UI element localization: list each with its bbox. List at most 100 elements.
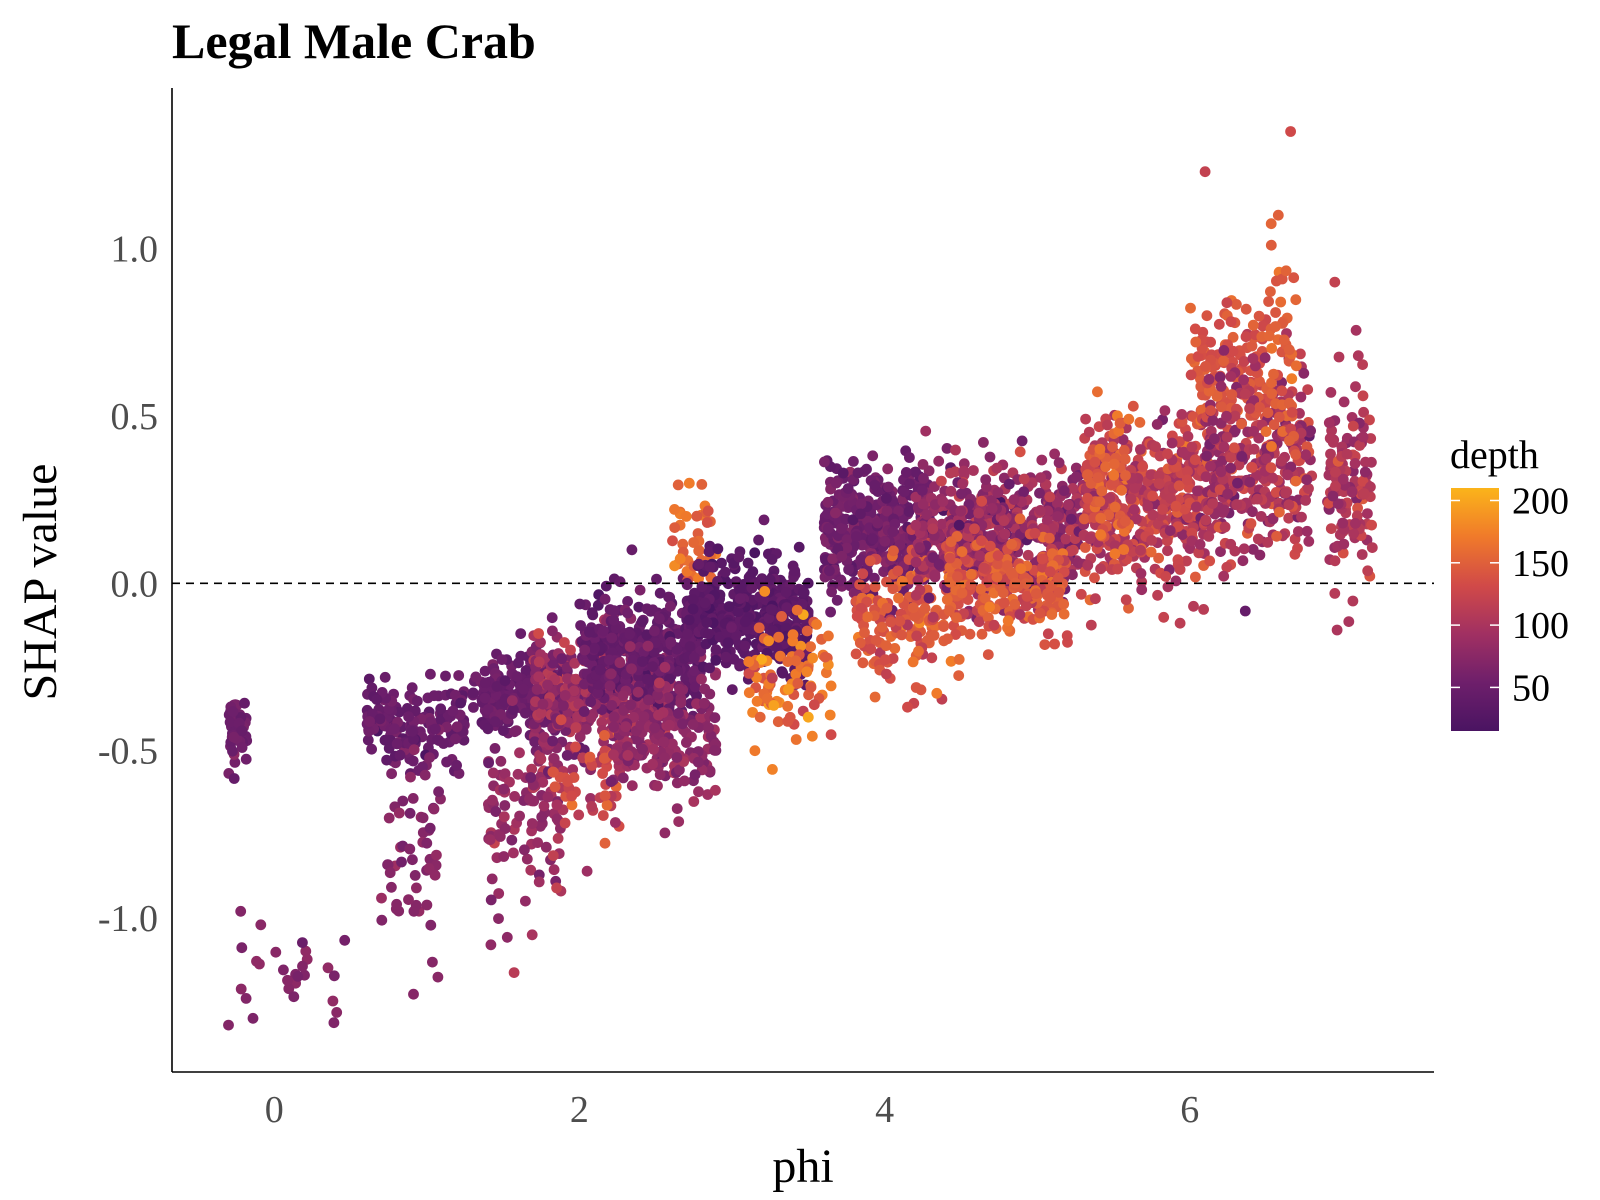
data-point <box>1162 545 1173 557</box>
data-point <box>556 653 568 665</box>
data-point <box>823 523 834 534</box>
data-point <box>1221 410 1232 422</box>
data-point <box>1253 310 1265 322</box>
data-point <box>910 682 922 693</box>
data-point <box>1044 491 1056 503</box>
data-point <box>533 628 544 639</box>
data-point <box>494 831 506 842</box>
data-point <box>1052 511 1064 522</box>
legend-tick-label: 100 <box>1512 605 1569 647</box>
data-point <box>417 761 428 773</box>
data-point <box>892 565 904 577</box>
data-point <box>649 722 661 734</box>
data-point <box>1303 536 1315 547</box>
data-point <box>1174 564 1186 575</box>
data-point <box>573 809 585 821</box>
data-point <box>671 803 683 814</box>
data-point <box>652 689 663 701</box>
data-point <box>227 745 238 757</box>
data-point <box>881 493 892 504</box>
data-point <box>978 437 989 448</box>
data-point <box>570 722 582 733</box>
data-point <box>1244 403 1255 414</box>
data-point <box>1203 531 1215 542</box>
data-point <box>641 603 653 615</box>
data-point <box>526 763 538 775</box>
data-point <box>913 645 924 657</box>
data-point <box>801 666 813 678</box>
data-point <box>1080 413 1091 425</box>
data-point <box>824 709 836 721</box>
data-point <box>403 711 414 723</box>
data-point <box>641 673 653 685</box>
data-point <box>1325 523 1337 534</box>
data-point <box>634 584 646 596</box>
data-point <box>907 602 919 614</box>
data-point <box>739 616 751 628</box>
data-point <box>766 554 778 565</box>
data-point <box>865 643 877 655</box>
data-point <box>674 553 686 565</box>
data-point <box>561 750 573 761</box>
y-tick-label: 1.0 <box>111 229 159 271</box>
data-point <box>1237 555 1249 567</box>
data-point <box>1014 609 1026 620</box>
data-point <box>1095 512 1107 524</box>
data-point <box>579 644 591 656</box>
x-axis-label: phi <box>772 1140 833 1193</box>
data-point <box>408 733 419 745</box>
data-point <box>771 642 783 653</box>
data-point <box>518 683 529 695</box>
data-point <box>1203 373 1215 385</box>
data-point <box>608 721 620 733</box>
data-point <box>383 812 395 824</box>
data-point <box>532 837 543 848</box>
data-point <box>763 635 774 647</box>
data-point <box>535 820 546 832</box>
data-point <box>1022 549 1034 561</box>
data-point <box>691 510 703 522</box>
data-point <box>546 612 558 624</box>
data-point <box>753 534 764 546</box>
data-point <box>824 565 835 577</box>
data-point <box>1275 296 1287 308</box>
data-point <box>394 749 406 761</box>
data-point <box>973 507 985 519</box>
data-point <box>955 505 967 517</box>
data-point <box>1002 615 1014 627</box>
data-point <box>942 633 953 645</box>
data-point <box>806 730 818 742</box>
data-point <box>1236 451 1248 462</box>
data-point <box>1096 485 1108 497</box>
data-point <box>371 694 383 705</box>
data-point-outlier <box>551 882 562 894</box>
data-point <box>677 718 688 730</box>
data-point <box>659 661 671 673</box>
data-point <box>1190 336 1202 348</box>
data-point <box>288 991 300 1003</box>
data-point <box>1112 563 1124 575</box>
data-point <box>1247 353 1259 364</box>
data-point <box>622 750 634 761</box>
data-point <box>1181 474 1193 486</box>
data-point <box>1200 361 1211 372</box>
data-point <box>681 579 693 591</box>
data-point <box>604 680 616 692</box>
data-point <box>672 479 684 491</box>
data-point <box>1276 385 1288 397</box>
data-point <box>1226 389 1238 400</box>
data-point <box>826 586 837 598</box>
data-point <box>984 540 996 552</box>
data-point <box>1095 529 1106 540</box>
data-point <box>780 586 792 598</box>
data-point <box>504 776 515 788</box>
data-point <box>547 657 559 669</box>
data-point <box>965 568 977 580</box>
data-point <box>684 641 696 652</box>
data-point <box>1153 478 1165 490</box>
data-point <box>1092 472 1104 484</box>
data-point <box>635 719 647 731</box>
data-point <box>328 1017 340 1029</box>
data-point <box>423 863 435 874</box>
